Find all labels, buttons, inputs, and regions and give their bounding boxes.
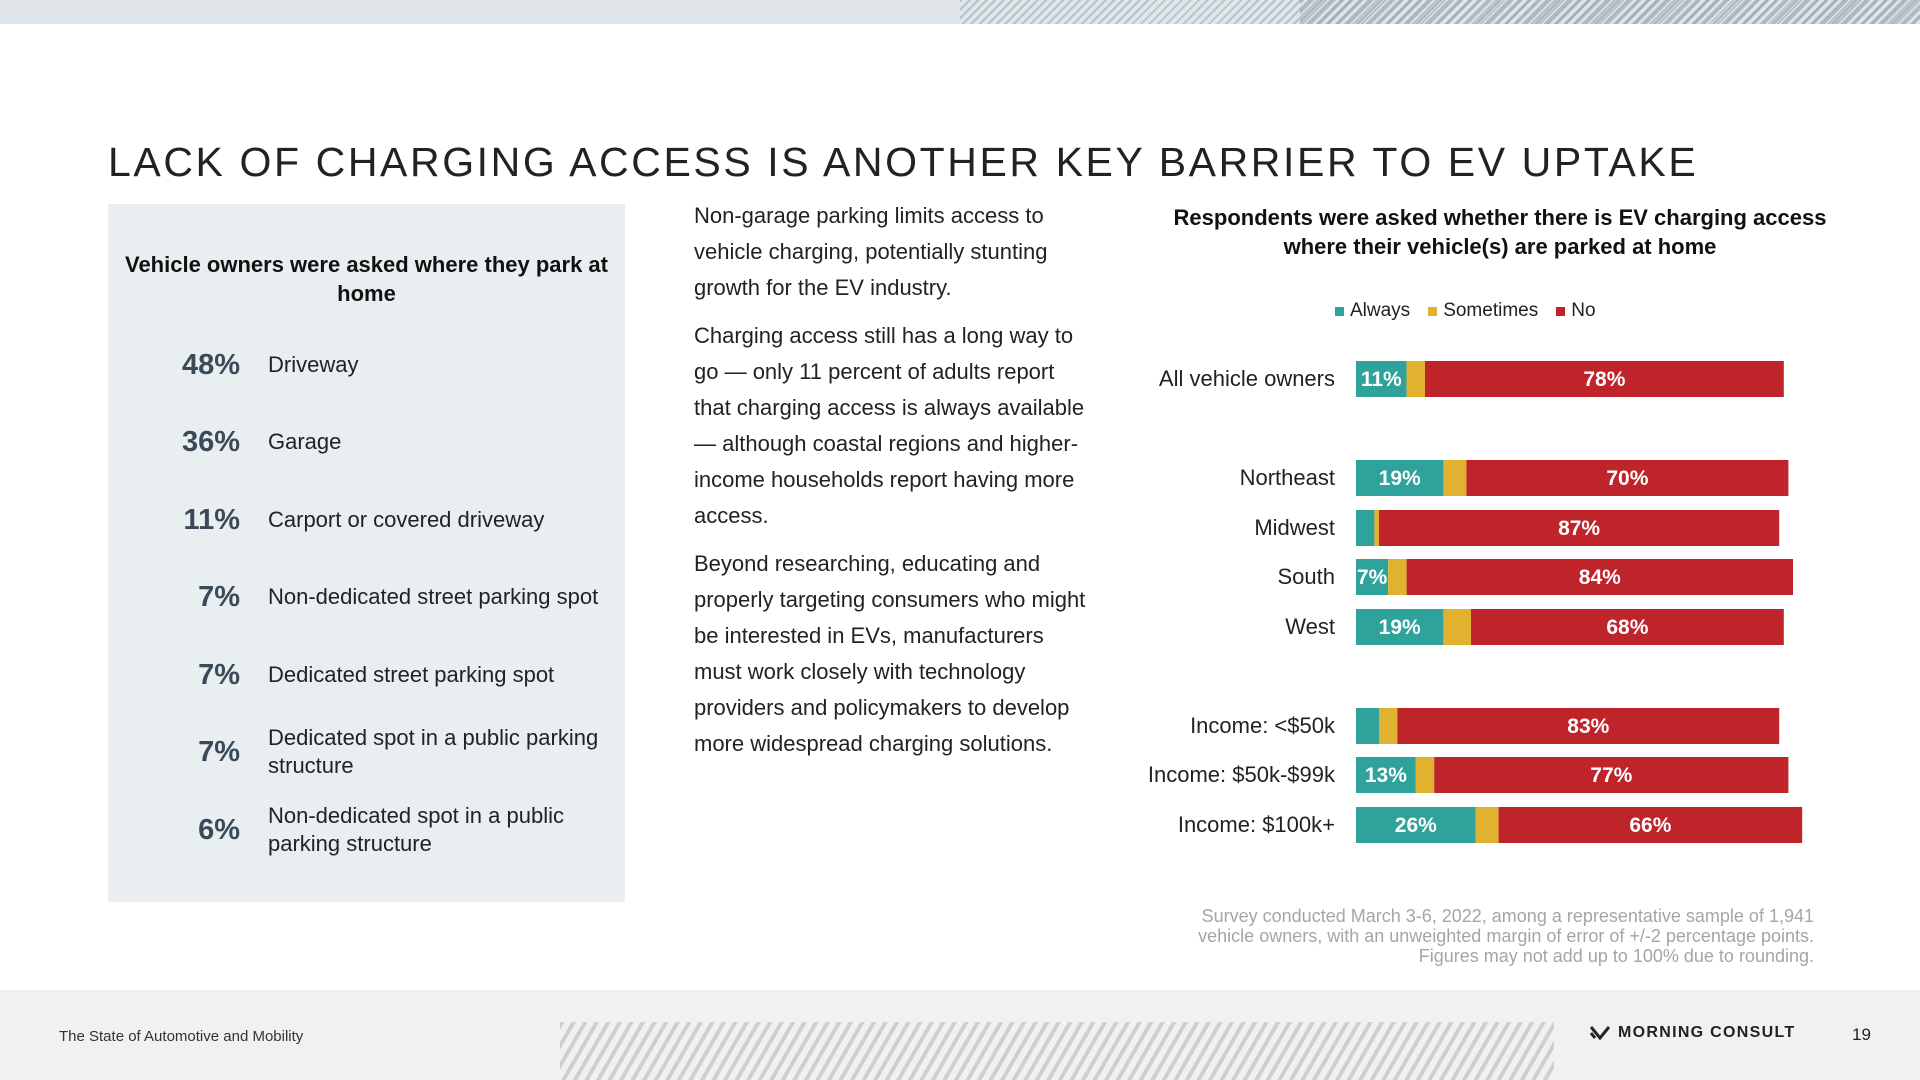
bar-segment-no <box>1434 757 1789 793</box>
parking-item-pct: 7% <box>198 581 240 613</box>
bar-segment-no <box>1397 708 1780 744</box>
parking-item-pct: 48% <box>181 349 240 381</box>
category-label: West <box>1285 614 1335 639</box>
parking-item-pct: 7% <box>198 736 240 768</box>
brand-logo: MORNING CONSULT <box>1590 1024 1795 1042</box>
data-label-no: 70% <box>1606 467 1648 490</box>
parking-item: 7% Non-dedicated street parking spot <box>108 567 625 627</box>
chart-title: Respondents were asked whether there is … <box>1173 205 1827 259</box>
data-label-always: 11% <box>1361 368 1402 391</box>
legend-swatch-sometimes <box>1428 306 1438 316</box>
category-label: South <box>1278 564 1336 589</box>
bar-segment-always <box>1356 460 1444 496</box>
parking-item: 48% Driveway <box>108 335 625 395</box>
parking-location-panel: Vehicle owners were asked where they par… <box>108 204 625 902</box>
data-label-no: 87% <box>1558 517 1600 540</box>
bar-segment-no <box>1466 460 1789 496</box>
parking-item-label: Non-dedicated spot in a public parking s… <box>268 803 564 856</box>
footer-band <box>0 990 1920 1080</box>
legend-item-no: No <box>1556 300 1596 322</box>
parking-item: 6% Non-dedicated spot in a public parkin… <box>108 800 625 860</box>
parking-item: 36% Garage <box>108 412 625 472</box>
category-label: Income: <$50k <box>1190 713 1336 738</box>
body-paragraph: Charging access still has a long way to … <box>694 323 1085 528</box>
bar-segment-no <box>1471 609 1784 645</box>
category-label: All vehicle owners <box>1159 366 1335 391</box>
data-label-always: 26% <box>1395 814 1437 837</box>
legend-label: No <box>1571 300 1596 321</box>
data-label-no: 78% <box>1583 368 1625 391</box>
parking-item: 7% Dedicated spot in a public parking st… <box>108 722 625 782</box>
data-label-no: 77% <box>1590 764 1632 787</box>
data-label-no: 84% <box>1579 566 1621 589</box>
category-label: Income: $50k-$99k <box>1148 762 1336 787</box>
bar-segment-always <box>1356 708 1379 744</box>
brand-name: MORNING CONSULT <box>1618 1024 1796 1041</box>
legend-label: Always <box>1350 300 1411 321</box>
bar-segment-always <box>1356 757 1416 793</box>
survey-footnote: Survey conducted March 3-6, 2022, among … <box>1198 906 1814 966</box>
bar-segment-no <box>1425 361 1784 397</box>
bar-segment-sometimes <box>1443 609 1471 645</box>
parking-item-label: Garage <box>268 429 342 454</box>
top-hatch-pattern-dark <box>1300 0 1920 24</box>
parking-item-label: Non-dedicated street parking spot <box>268 584 599 609</box>
page-number: 19 <box>1852 1025 1871 1044</box>
body-paragraph: Beyond researching, educating and proper… <box>694 551 1086 756</box>
parking-item-label: Dedicated spot in a public parking struc… <box>268 725 599 778</box>
report-name: The State of Automotive and Mobility <box>59 1028 304 1045</box>
category-label: Income: $100k+ <box>1178 812 1335 837</box>
bar-segment-sometimes <box>1379 708 1398 744</box>
bar-segment-sometimes <box>1475 807 1499 843</box>
data-label-always: 7% <box>1357 566 1388 589</box>
data-label-no: 68% <box>1606 616 1648 639</box>
bar-segment-always <box>1356 559 1389 595</box>
bar-segment-no <box>1498 807 1803 843</box>
bar-segment-always <box>1356 510 1375 546</box>
parking-item: 11% Carport or covered driveway <box>108 490 625 550</box>
brand-mark-icon <box>1590 1026 1610 1041</box>
bar-segment-sometimes <box>1443 460 1467 496</box>
data-label-always: 19% <box>1379 467 1421 490</box>
category-label: Northeast <box>1240 465 1335 490</box>
bar-segment-always <box>1356 807 1476 843</box>
bar-segment-no <box>1406 559 1793 595</box>
data-label-always: 19% <box>1379 616 1421 639</box>
page-title: LACK OF CHARGING ACCESS IS ANOTHER KEY B… <box>108 139 1699 186</box>
category-label: Midwest <box>1254 515 1335 540</box>
bar-segment-sometimes <box>1388 559 1407 595</box>
bar-segment-always <box>1356 361 1407 397</box>
parking-panel-title: Vehicle owners were asked where they par… <box>124 252 608 306</box>
bar-segment-no <box>1379 510 1780 546</box>
legend-item-always: Always <box>1335 300 1410 322</box>
parking-item-pct: 36% <box>181 426 240 458</box>
parking-item: 7% Dedicated street parking spot <box>108 645 625 705</box>
data-label-no: 83% <box>1567 715 1609 738</box>
parking-item-label: Carport or covered driveway <box>268 507 545 532</box>
parking-item-label: Driveway <box>268 352 359 377</box>
bar-segment-sometimes <box>1374 510 1379 546</box>
data-label-always: 13% <box>1365 764 1407 787</box>
bar-segment-sometimes <box>1415 757 1435 793</box>
legend-swatch-always <box>1335 306 1344 316</box>
parking-item-pct: 7% <box>198 659 240 691</box>
data-label-no: 66% <box>1629 814 1671 837</box>
bar-segment-sometimes <box>1406 361 1425 397</box>
chart-legend: Always Sometimes No <box>1335 300 1596 322</box>
parking-item-label: Dedicated street parking spot <box>268 662 555 687</box>
legend-swatch-no <box>1556 306 1566 316</box>
bar-segment-always <box>1356 609 1444 645</box>
parking-item-pct: 11% <box>183 504 240 536</box>
legend-label: Sometimes <box>1443 300 1539 321</box>
legend-item-sometimes: Sometimes <box>1428 300 1538 322</box>
body-paragraph: Non-garage parking limits access to vehi… <box>694 203 1048 300</box>
footer-hatch-pattern <box>560 1022 1554 1080</box>
parking-item-pct: 6% <box>198 814 240 846</box>
body-text: Non-garage parking limits access to vehi… <box>694 198 1094 774</box>
top-decorative-strip <box>0 0 1920 24</box>
